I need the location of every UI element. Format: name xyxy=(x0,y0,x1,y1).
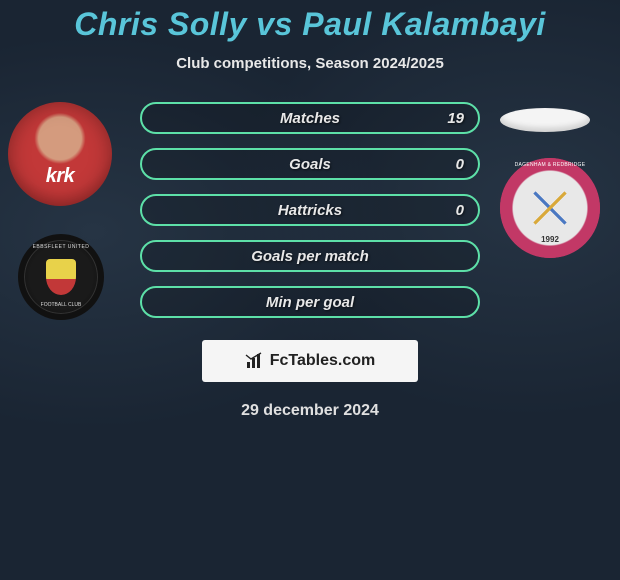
stat-row: Min per goal xyxy=(140,286,480,318)
bar-chart-icon xyxy=(245,352,265,370)
player-right-avatar xyxy=(500,108,590,132)
player-left-avatar xyxy=(8,102,112,206)
branding-text: FcTables.com xyxy=(270,352,376,370)
stat-right-value: 0 xyxy=(456,156,464,173)
club-crest-left-footer: FOOTBALL CLUB xyxy=(24,302,98,308)
club-crest-right: DAGENHAM & REDBRIDGE xyxy=(500,158,600,258)
stat-label: Goals xyxy=(289,156,331,173)
generated-date: 29 december 2024 xyxy=(0,402,620,420)
comparison-panel: FOOTBALL CLUB DAGENHAM & REDBRIDGE Match… xyxy=(0,102,620,420)
stats-list: Matches 19 Goals 0 Hattricks 0 Goals per… xyxy=(140,102,480,318)
stat-right-value: 0 xyxy=(456,202,464,219)
stat-right-value: 19 xyxy=(447,110,464,127)
branding-badge: FcTables.com xyxy=(202,340,418,382)
stat-label: Goals per match xyxy=(251,248,369,265)
stat-label: Matches xyxy=(280,110,340,127)
stat-label: Hattricks xyxy=(278,202,342,219)
subtitle: Club competitions, Season 2024/2025 xyxy=(0,55,620,72)
stat-label: Min per goal xyxy=(266,294,354,311)
stat-row: Hattricks 0 xyxy=(140,194,480,226)
club-crest-left: FOOTBALL CLUB xyxy=(18,234,104,320)
page-title: Chris Solly vs Paul Kalambayi xyxy=(0,0,620,43)
club-crest-right-ring: DAGENHAM & REDBRIDGE xyxy=(500,162,600,168)
stat-row: Goals per match xyxy=(140,240,480,272)
stat-row: Goals 0 xyxy=(140,148,480,180)
stat-row: Matches 19 xyxy=(140,102,480,134)
